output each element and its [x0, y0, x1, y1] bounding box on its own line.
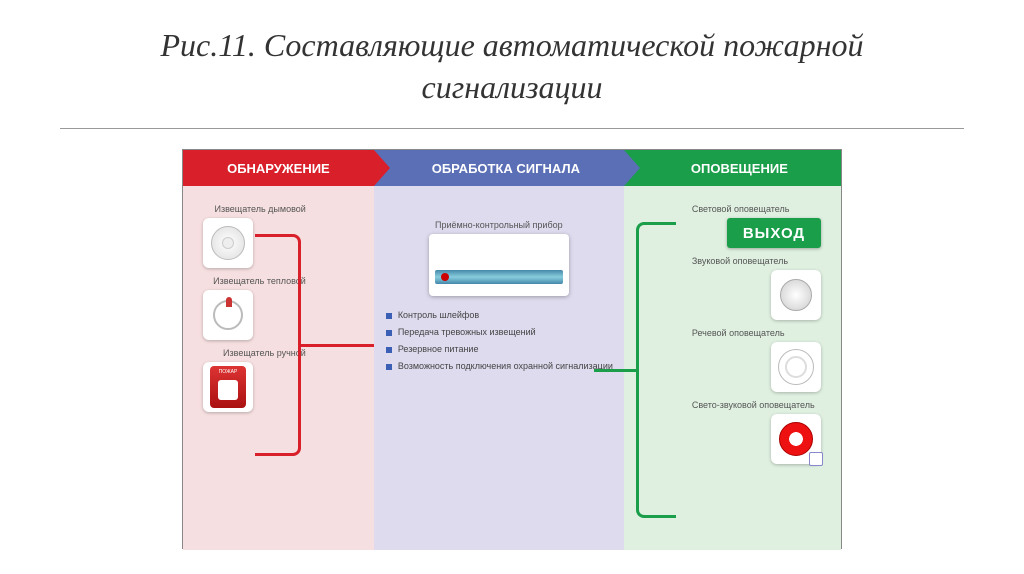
feature-bullet: Возможность подключения охранной сигнали… — [398, 361, 616, 372]
connector-green — [594, 369, 638, 372]
detector-label: Извещатель дымовой — [191, 204, 366, 214]
control-panel-icon — [429, 234, 569, 296]
combo-notifier-icon — [771, 414, 821, 464]
bracket-left — [255, 234, 301, 456]
exit-sign-icon: ВЫХОД — [727, 218, 821, 248]
stage-detect-label: ОБНАРУЖЕНИЕ — [227, 161, 330, 176]
stage-process-label: ОБРАБОТКА СИГНАЛА — [432, 161, 580, 176]
panel-label: Приёмно-контрольный прибор — [382, 220, 616, 230]
stages-header: ОБНАРУЖЕНИЕ ОБРАБОТКА СИГНАЛА ОПОВЕЩЕНИЕ — [183, 150, 841, 186]
feature-bullet: Контроль шлейфов — [398, 310, 616, 321]
voice-notifier-icon — [771, 342, 821, 392]
connector-red — [301, 344, 376, 347]
feature-bullet: Резервное питание — [398, 344, 616, 355]
stage-process-header: ОБРАБОТКА СИГНАЛА — [374, 150, 624, 186]
feature-bullet: Передача тревожных извещений — [398, 327, 616, 338]
figure-title: Рис.11. Составляющие автоматической пожа… — [60, 0, 964, 129]
arrow-icon — [374, 150, 390, 186]
smoke-detector-icon — [203, 218, 253, 268]
heat-detector-icon — [203, 290, 253, 340]
arrow-icon — [624, 150, 640, 186]
notifier-label: Световой оповещатель — [632, 204, 833, 214]
column-detect: Извещатель дымовой Извещатель тепловой И… — [183, 186, 374, 550]
panel-features: Контроль шлейфов Передача тревожных изве… — [382, 310, 616, 371]
stage-notify-label: ОПОВЕЩЕНИЕ — [691, 161, 788, 176]
stage-detect-header: ОБНАРУЖЕНИЕ — [183, 150, 374, 186]
manual-callpoint-icon — [203, 362, 253, 412]
column-notify: Световой оповещатель ВЫХОД Звуковой опов… — [624, 186, 841, 550]
diagram-frame: ОБНАРУЖЕНИЕ ОБРАБОТКА СИГНАЛА ОПОВЕЩЕНИЕ… — [182, 149, 842, 549]
diagram-body: Извещатель дымовой Извещатель тепловой И… — [183, 186, 841, 550]
stage-notify-header: ОПОВЕЩЕНИЕ — [624, 150, 841, 186]
sound-notifier-icon — [771, 270, 821, 320]
bracket-right — [636, 222, 676, 518]
column-process: Приёмно-контрольный прибор Контроль шлей… — [374, 186, 624, 550]
